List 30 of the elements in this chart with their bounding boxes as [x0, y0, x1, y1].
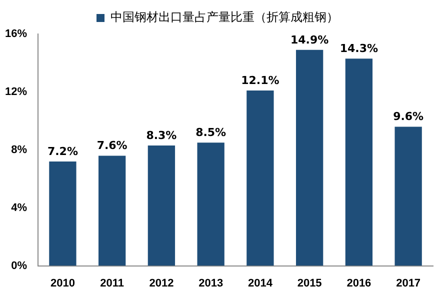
bar — [394, 126, 422, 266]
data-label: 7.2% — [47, 144, 78, 158]
x-tick-label: 2011 — [100, 277, 124, 290]
legend-label: 中国钢材出口量占产量比重（折算成粗钢） — [110, 10, 338, 24]
bar — [148, 146, 176, 266]
data-label: 14.9% — [290, 33, 329, 46]
data-label: 7.6% — [96, 139, 128, 152]
x-tick-label: 2012 — [149, 277, 174, 290]
y-tick-label: 12% — [4, 86, 28, 98]
y-tick-label: 4% — [11, 202, 28, 214]
x-tick-label: 2017 — [396, 277, 421, 290]
data-label: 12.1% — [241, 74, 280, 87]
data-label: 14.3% — [340, 42, 378, 55]
x-tick-label: 2016 — [346, 277, 372, 290]
x-tick-label: 2014 — [248, 277, 274, 290]
bar — [98, 156, 126, 266]
data-label: 8.3% — [146, 128, 177, 142]
y-tick-label: 0% — [11, 260, 28, 272]
bar — [345, 58, 373, 266]
bar — [49, 161, 76, 266]
x-tick-label: 2013 — [198, 277, 224, 290]
x-tick-label: 2015 — [297, 277, 322, 290]
data-label: 8.5% — [196, 126, 226, 140]
x-tick-label: 2010 — [50, 277, 75, 290]
y-tick-label: 8% — [11, 144, 28, 156]
y-tick-label: 16% — [4, 28, 28, 40]
bar — [197, 142, 224, 266]
bar — [296, 50, 324, 266]
data-label: 9.6% — [393, 110, 424, 124]
bar — [246, 90, 274, 266]
